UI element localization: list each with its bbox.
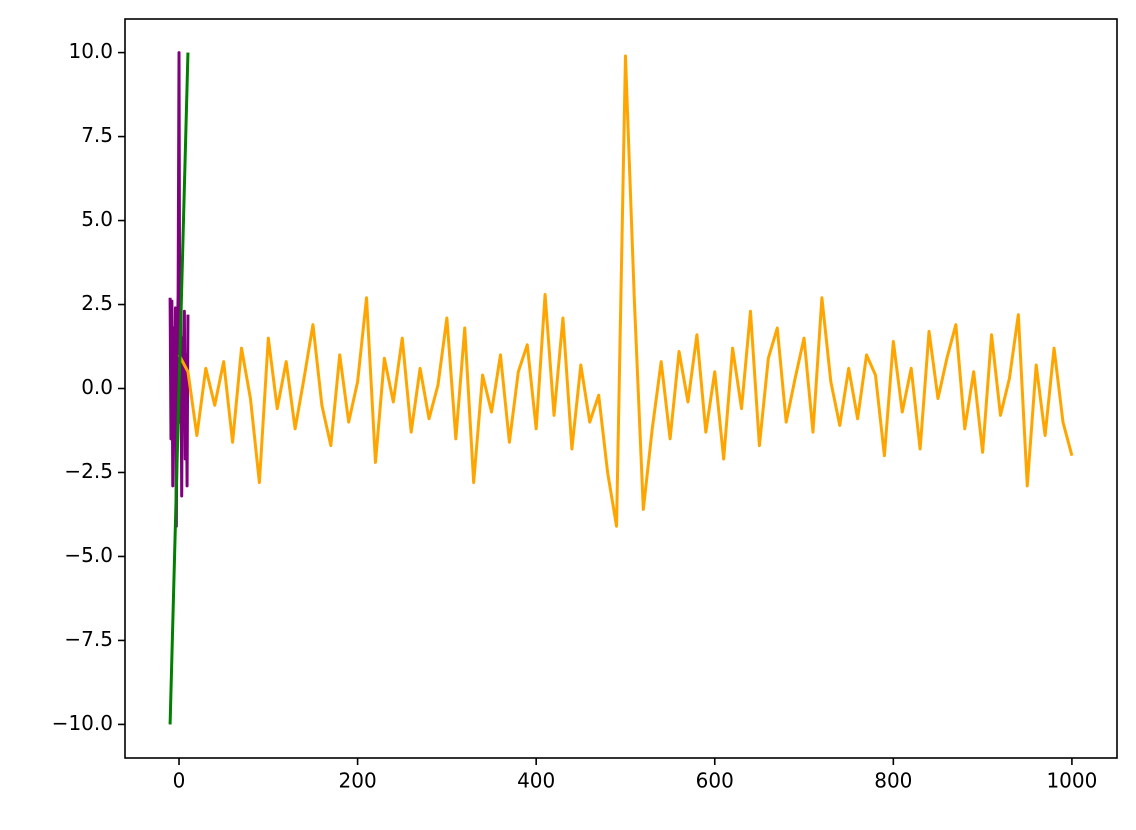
line-series	[168, 51, 190, 528]
x-tick-label: 200	[339, 769, 377, 793]
y-tick-label: 7.5	[81, 123, 113, 147]
y-tick-label: −5.0	[64, 543, 113, 567]
x-tick-label: 1000	[1046, 769, 1097, 793]
y-tick-label: 5.0	[81, 207, 113, 231]
x-tick-label: 600	[696, 769, 734, 793]
line-series	[168, 52, 190, 725]
y-tick-label: −10.0	[52, 711, 113, 735]
y-tick-label: 0.0	[81, 375, 113, 399]
x-tick-label: 0	[173, 769, 186, 793]
y-tick-label: 10.0	[68, 39, 113, 63]
y-tick-label: −2.5	[64, 459, 113, 483]
line-series	[177, 54, 1074, 528]
y-tick-label: 2.5	[81, 291, 113, 315]
plot-frame	[124, 18, 1118, 759]
x-tick-label: 400	[517, 769, 555, 793]
y-tick-label: −7.5	[64, 627, 113, 651]
x-tick-label: 800	[874, 769, 912, 793]
